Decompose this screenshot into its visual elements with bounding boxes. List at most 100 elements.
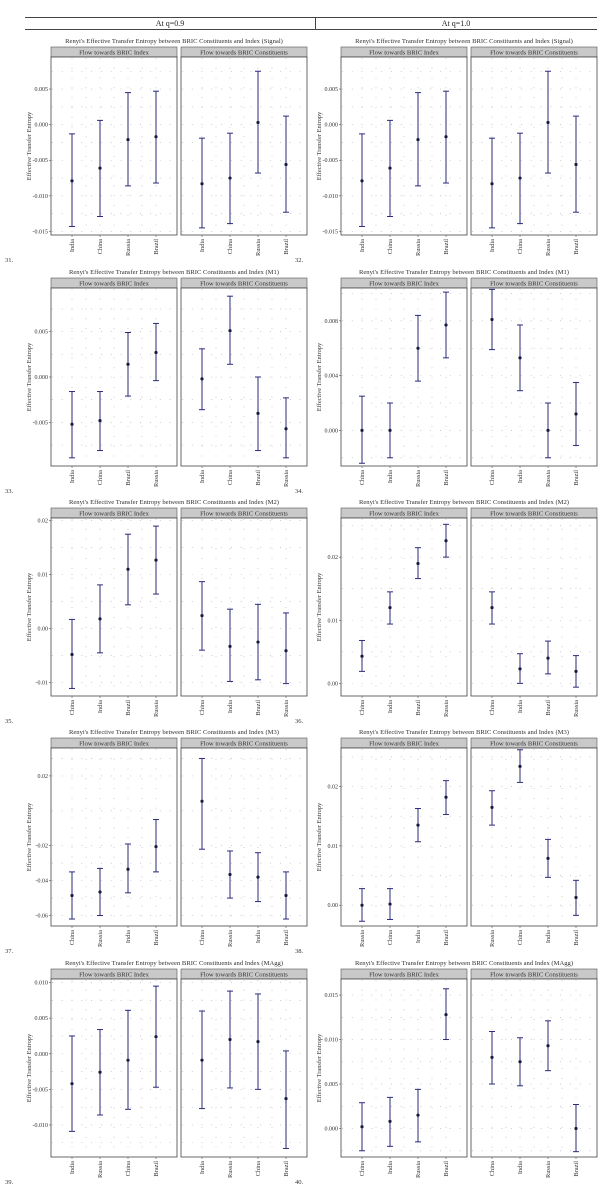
facet-label: Flow towards BRIC Constituents: [490, 49, 578, 56]
panel-frame: [470, 517, 598, 697]
data-point: [416, 561, 420, 566]
panel-frame: [180, 517, 308, 697]
x-tick-label: Russia: [153, 700, 160, 717]
y-tick-label: 0.000: [35, 1052, 49, 1058]
data-point: [360, 1125, 364, 1129]
x-tick-label: India: [387, 1161, 394, 1174]
x-tick-label: Russia: [97, 930, 104, 947]
data-point: [256, 120, 260, 125]
x-tick-label: Russia: [545, 470, 552, 487]
data-point: [444, 135, 448, 139]
x-tick-label: Russia: [125, 239, 132, 256]
data-point: [126, 567, 130, 571]
facet-label: Flow towards BRIC Index: [369, 49, 439, 56]
facet-label: Flow towards BRIC Constituents: [200, 280, 288, 287]
y-axis-label: Effective Transfer Entropy: [26, 111, 33, 180]
x-tick-label: Brazil: [573, 239, 580, 255]
panel-frame: [180, 747, 308, 927]
x-tick-label: Russia: [255, 239, 262, 256]
y-tick-label: 0.00: [328, 903, 339, 909]
y-axis-label: Effective Transfer Entropy: [316, 572, 323, 641]
facet-label: Flow towards BRIC Constituents: [490, 510, 578, 517]
y-tick-label: 0.005: [325, 1082, 339, 1088]
x-tick-label: Russia: [489, 930, 496, 947]
figure-number: 39.: [5, 1179, 14, 1186]
facet-label: Flow towards BRIC Index: [369, 971, 439, 978]
x-tick-label: China: [125, 1161, 132, 1176]
x-tick-label: Brazil: [443, 930, 450, 946]
y-tick-label: 0.02: [328, 785, 339, 791]
data-point: [574, 1126, 578, 1131]
x-tick-label: Russia: [545, 1161, 552, 1178]
panel-frame: [50, 978, 178, 1158]
panel-frame: [180, 978, 308, 1158]
y-tick-label: 0.010: [325, 1038, 339, 1044]
x-tick-label: Brazil: [153, 1161, 160, 1177]
y-tick-label: -0.015: [33, 229, 49, 235]
data-point: [98, 1070, 102, 1074]
chart-31: Renyi's Effective Transfer Entropy betwe…: [5, 38, 308, 264]
x-tick-label: Brazil: [153, 239, 160, 255]
y-tick-label: -0.005: [33, 158, 49, 164]
data-point: [284, 1097, 288, 1101]
data-point: [546, 428, 550, 432]
x-tick-label: India: [69, 470, 76, 483]
data-point: [126, 137, 130, 142]
chart-38: Renyi's Effective Transfer Entropy betwe…: [295, 729, 598, 955]
x-tick-label: Brazil: [255, 700, 262, 716]
figure-number: 40.: [295, 1179, 304, 1186]
y-axis-label: Effective Transfer Entropy: [316, 1033, 323, 1102]
y-tick-label: -0.015: [323, 229, 339, 235]
x-tick-label: China: [489, 470, 496, 485]
chart-title: Renyi's Effective Transfer Entropy betwe…: [69, 499, 279, 506]
y-axis-label: Effective Transfer Entropy: [316, 111, 323, 180]
x-tick-label: China: [97, 239, 104, 254]
y-tick-label: -0.010: [323, 194, 339, 200]
x-tick-label: India: [517, 700, 524, 713]
data-point: [360, 428, 364, 432]
data-point: [546, 656, 550, 660]
facet-label: Flow towards BRIC Constituents: [200, 971, 288, 978]
y-tick-label: -0.02: [36, 844, 49, 850]
y-tick-label: -0.06: [36, 914, 49, 920]
header-top-rule: [25, 17, 597, 18]
y-tick-label: 0.01: [38, 573, 49, 579]
header-q09: At q=0.9: [155, 19, 185, 28]
y-axis-label: Effective Transfer Entropy: [26, 342, 33, 411]
chart-title: Renyi's Effective Transfer Entropy betwe…: [359, 269, 569, 276]
data-point: [154, 135, 158, 139]
data-point: [200, 182, 204, 186]
x-tick-label: Brazil: [443, 470, 450, 486]
chart-title: Renyi's Effective Transfer Entropy betwe…: [359, 729, 569, 736]
x-tick-label: China: [199, 700, 206, 715]
data-point: [228, 644, 232, 648]
x-tick-label: China: [359, 1161, 366, 1176]
y-tick-label: 0.01: [328, 844, 339, 850]
y-axis-label: Effective Transfer Entropy: [26, 572, 33, 641]
y-tick-label: 0.00: [38, 627, 49, 633]
data-point: [416, 823, 420, 827]
figure-number: 33.: [5, 488, 14, 495]
x-tick-label: Russia: [359, 930, 366, 947]
y-tick-label: 0.00: [328, 681, 339, 687]
x-tick-label: Russia: [415, 470, 422, 487]
x-tick-label: Russia: [415, 1161, 422, 1178]
figure-number: 36.: [295, 718, 304, 725]
x-tick-label: Brazil: [125, 470, 132, 486]
x-tick-label: China: [489, 1161, 496, 1176]
data-point: [546, 120, 550, 125]
data-point: [154, 558, 158, 562]
x-tick-label: China: [387, 239, 394, 254]
panel-frame: [340, 978, 468, 1158]
data-point: [518, 667, 522, 671]
figure-number: 34.: [295, 488, 304, 495]
data-point: [256, 1040, 260, 1044]
data-point: [416, 137, 420, 142]
panel-frame: [50, 56, 178, 236]
data-point: [126, 1058, 130, 1062]
panel-frame: [50, 747, 178, 927]
data-point: [256, 875, 260, 879]
x-tick-label: China: [359, 700, 366, 715]
data-point: [444, 795, 448, 799]
x-tick-label: India: [387, 470, 394, 483]
